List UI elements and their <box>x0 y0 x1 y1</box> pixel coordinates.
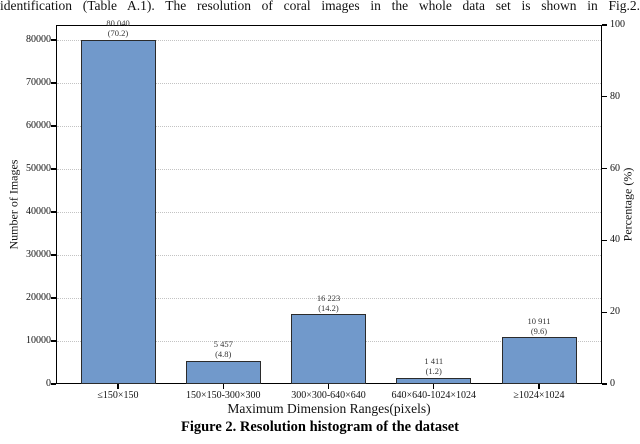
x-axis-title: Maximum Dimension Ranges(pixels) <box>227 401 431 416</box>
x-axis-tick <box>538 384 540 389</box>
right-axis-tick <box>602 311 607 313</box>
left-axis-tick <box>51 211 56 213</box>
gridline <box>57 298 601 299</box>
bar-value-label: 1 411 (1.2) <box>424 356 444 377</box>
right-y-axis-title: Percentage (%) <box>620 167 635 242</box>
bar-1 <box>80 39 156 384</box>
x-category-label: ≥1024×1024 <box>513 390 565 401</box>
left-axis-tick-label: 0 <box>46 378 51 389</box>
left-axis-tick <box>51 39 56 41</box>
right-axis-tick <box>602 96 607 98</box>
right-axis-tick <box>602 24 607 26</box>
x-category-label: 300×300-640×640 <box>291 390 366 401</box>
left-axis-tick-label: 20000 <box>26 292 51 303</box>
left-axis-tick <box>51 297 56 299</box>
bar-2 <box>185 360 261 384</box>
left-y-axis-title: Number of Images <box>6 159 21 250</box>
right-axis-tick-label: 100 <box>610 19 625 30</box>
right-axis-tick <box>602 239 607 241</box>
x-axis-tick <box>327 384 330 389</box>
left-axis-tick <box>51 254 56 256</box>
left-axis-tick <box>51 383 56 385</box>
bar-value-label: 10 911 (9.6) <box>527 315 551 336</box>
x-category-label: 640×640-1024×1024 <box>391 390 477 401</box>
bar-value-label: 5 457 (4.8) <box>213 339 233 360</box>
right-axis-tick-label: 20 <box>610 306 620 318</box>
bar-3 <box>291 314 366 384</box>
right-axis-tick-label: 80 <box>610 90 620 102</box>
left-axis-tick-label: 80000 <box>26 34 51 46</box>
left-axis-tick-label: 60000 <box>26 120 51 132</box>
x-category-label: 150×150-300×300 <box>185 390 261 401</box>
gridline <box>57 169 601 171</box>
x-axis-tick <box>433 384 435 389</box>
x-axis-tick <box>117 384 119 389</box>
left-axis-tick-label: 30000 <box>26 249 51 261</box>
bar-5 <box>501 337 577 384</box>
left-axis-tick <box>51 168 56 170</box>
left-axis-tick <box>51 340 56 342</box>
figure-caption: Figure 2. Resolution histogram of the da… <box>180 419 460 435</box>
gridline <box>57 255 601 257</box>
gridline <box>57 212 601 214</box>
gridline <box>57 40 601 42</box>
right-axis-tick-label: 60 <box>610 162 620 174</box>
body-text-line: identification (Table A.1). The resoluti… <box>0 0 640 13</box>
gridline <box>57 126 601 128</box>
left-axis-tick <box>51 125 56 127</box>
bar-4 <box>396 377 472 384</box>
left-axis-tick-label: 10000 <box>26 335 51 346</box>
gridline <box>57 83 601 85</box>
bar-value-label: 80 040 (70.2) <box>106 18 130 39</box>
x-category-label: ≤150×150 <box>97 390 139 401</box>
right-axis-tick <box>602 168 607 170</box>
bar-value-label: 16 223 (14.2) <box>316 292 341 313</box>
left-axis-tick-label: 50000 <box>26 163 51 175</box>
x-axis-tick <box>222 384 224 389</box>
left-axis-tick-label: 40000 <box>26 206 51 218</box>
right-axis-tick-label: 0 <box>610 378 615 389</box>
right-axis-tick <box>602 383 607 385</box>
left-axis-tick-label: 70000 <box>26 77 51 89</box>
right-axis-tick-label: 40 <box>610 234 620 246</box>
left-axis-tick <box>51 82 56 84</box>
